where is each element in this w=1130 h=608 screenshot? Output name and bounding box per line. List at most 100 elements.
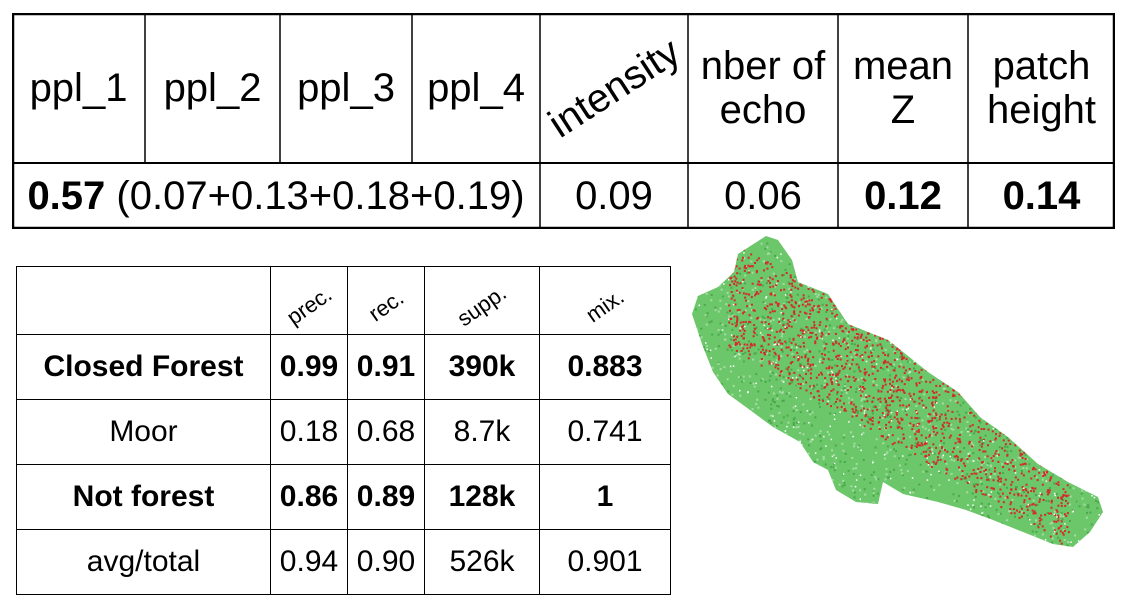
map-gap-dot [836, 535, 838, 538]
map-gap-dot [708, 477, 710, 480]
map-not-forest-dot [918, 444, 921, 447]
map-not-forest-dot [888, 378, 891, 381]
map-texture-dot [938, 236, 941, 239]
map-not-forest-dot [900, 417, 903, 420]
map-not-forest-dot [917, 429, 920, 431]
map-texture-dot [810, 386, 813, 389]
map-not-forest-dot [868, 339, 871, 342]
map-gap-dot [1091, 250, 1094, 252]
map-texture-dot [826, 319, 829, 322]
map-texture-dot [1088, 454, 1091, 457]
map-texture-dot [843, 484, 846, 487]
map-not-forest-dot [856, 344, 859, 347]
map-texture-dot [962, 259, 965, 262]
map-texture-dot [1096, 295, 1099, 297]
map-texture-dot [861, 516, 864, 519]
map-texture-dot [885, 531, 887, 534]
map-texture-dot [993, 557, 995, 559]
map-not-forest-dot [954, 477, 957, 480]
map-not-forest-dot [938, 418, 941, 421]
map-texture-dot [755, 426, 758, 429]
map-texture-dot [1014, 317, 1016, 320]
map-texture-dot [1034, 375, 1037, 378]
map-not-forest-dot [908, 392, 911, 395]
map-not-forest-dot [800, 298, 803, 301]
map-not-forest-dot [985, 413, 988, 416]
echo-count-value: 0.06 [724, 173, 802, 218]
map-texture-dot [921, 378, 924, 381]
map-texture-dot [833, 412, 836, 415]
map-texture-dot [1069, 486, 1072, 489]
map-texture-dot [911, 295, 914, 298]
map-not-forest-dot [993, 470, 996, 473]
map-not-forest-dot [1009, 508, 1012, 511]
map-texture-dot [947, 542, 950, 545]
map-not-forest-dot [995, 433, 997, 436]
map-texture-dot [911, 261, 914, 264]
map-not-forest-dot [1060, 465, 1063, 468]
map-texture-dot [981, 511, 984, 514]
map-texture-dot [746, 439, 749, 442]
map-texture-dot [1043, 306, 1046, 309]
map-texture-dot [904, 245, 907, 248]
map-gap-dot [831, 370, 833, 373]
map-texture-dot [904, 409, 907, 412]
map-texture-dot [944, 247, 947, 249]
map-texture-dot [981, 538, 984, 541]
map-texture-dot [776, 397, 779, 400]
map-gap-dot [916, 242, 919, 245]
map-texture-dot [1082, 410, 1085, 413]
map-gap-dot [1052, 375, 1054, 377]
map-not-forest-dot [806, 303, 809, 306]
map-gap-dot [908, 304, 911, 306]
map-not-forest-dot [824, 377, 827, 379]
map-texture-dot [786, 440, 789, 443]
map-gap-dot [887, 266, 890, 268]
map-texture-dot [909, 561, 911, 563]
map-texture-dot [1044, 267, 1047, 270]
map-texture-dot [745, 242, 748, 245]
map-not-forest-dot [736, 272, 739, 275]
map-texture-dot [1101, 395, 1103, 398]
map-texture-dot [900, 397, 902, 399]
map-texture-dot [981, 403, 984, 406]
map-texture-dot [897, 266, 900, 269]
map-texture-dot [855, 467, 857, 470]
map-texture-dot [958, 494, 961, 497]
map-texture-dot [1006, 543, 1009, 546]
map-not-forest-dot [1003, 483, 1006, 486]
map-not-forest-dot [1019, 463, 1022, 466]
map-texture-dot [857, 363, 860, 366]
map-texture-dot [823, 267, 826, 270]
map-texture-dot [708, 321, 711, 324]
map-texture-dot [777, 455, 780, 458]
map-gap-dot [973, 296, 976, 298]
map-not-forest-dot [790, 378, 793, 381]
map-texture-dot [949, 241, 952, 244]
map-texture-dot [739, 445, 742, 448]
map-texture-dot [910, 247, 913, 250]
map-not-forest-dot [822, 293, 825, 296]
map-texture-dot [966, 473, 969, 476]
map-not-forest-dot [970, 473, 973, 475]
map-not-forest-dot [949, 434, 952, 437]
map-texture-dot [1106, 396, 1108, 398]
map-not-forest-dot [889, 426, 892, 429]
map-not-forest-dot [731, 271, 734, 274]
map-gap-dot [1036, 232, 1038, 234]
map-texture-dot [745, 551, 747, 553]
map-texture-dot [1106, 456, 1108, 458]
map-texture-dot [932, 260, 935, 263]
map-not-forest-dot [1038, 424, 1041, 427]
map-texture-dot [879, 540, 882, 543]
map-texture-dot [710, 294, 713, 296]
map-gap-dot [728, 318, 730, 320]
map-texture-dot [857, 378, 860, 381]
map-not-forest-dot [992, 455, 995, 458]
map-texture-dot [724, 542, 727, 545]
map-texture-dot [889, 409, 892, 412]
map-texture-dot [709, 400, 712, 402]
map-texture-dot [1096, 507, 1099, 510]
map-texture-dot [722, 403, 724, 406]
map-texture-dot [868, 340, 871, 343]
